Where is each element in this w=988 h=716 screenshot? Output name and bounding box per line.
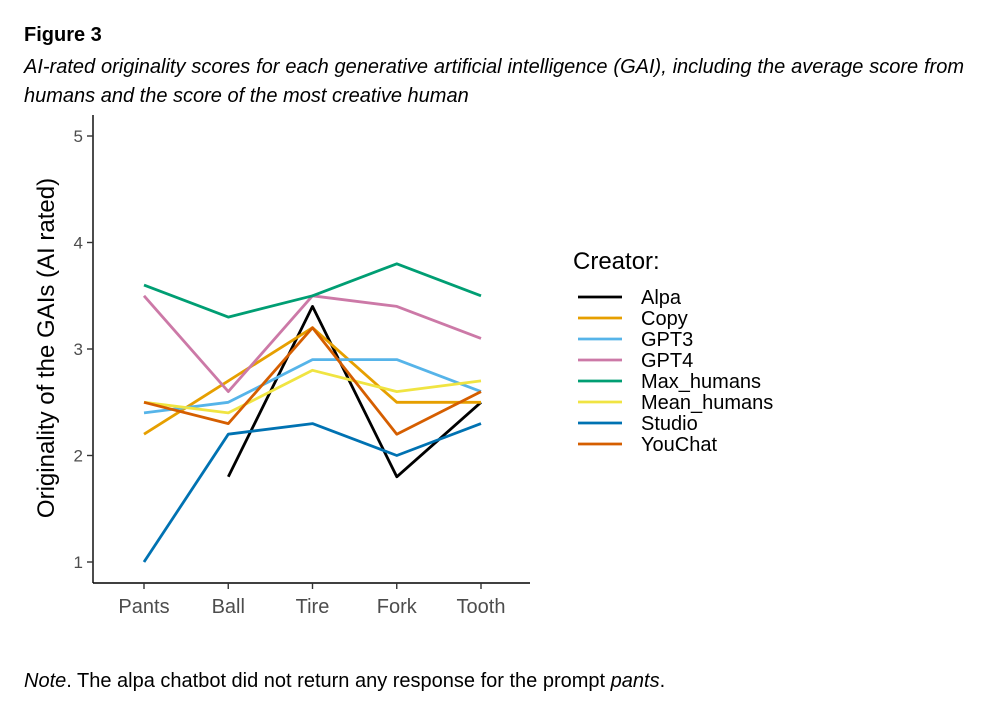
y-tick-label: 4 bbox=[74, 234, 83, 253]
y-tick-label: 2 bbox=[74, 447, 83, 466]
series-line-studio bbox=[142, 422, 482, 563]
series-line-max-humans bbox=[143, 262, 482, 319]
series-line-mean-humans bbox=[143, 368, 482, 415]
legend-label: Copy bbox=[641, 308, 688, 330]
x-tick-label: Ball bbox=[212, 596, 245, 618]
legend-label: Alpa bbox=[641, 287, 682, 309]
line-chart: 1 2 3 4 5 Pants Ball Tire Fork Tooth Originality o… bbox=[33, 115, 773, 618]
figure-label: Figure 3 bbox=[24, 24, 102, 46]
legend-item-mean-humans: Mean_humans bbox=[578, 392, 773, 414]
legend: Creator: AlpaCopyGPT3GPT4Max_humansMean_h… bbox=[573, 248, 773, 456]
legend-item-youchat: YouChat bbox=[578, 434, 717, 456]
legend-label: Studio bbox=[641, 413, 698, 435]
x-tick-label: Fork bbox=[377, 596, 418, 618]
x-tick-label: Pants bbox=[118, 596, 169, 618]
axes: 1 2 3 4 5 Pants Ball Tire Fork Tooth Originality o… bbox=[33, 115, 530, 618]
legend-item-copy: Copy bbox=[578, 308, 688, 330]
y-axis-title: Originality of the GAIs (AI rated) bbox=[33, 178, 60, 518]
x-tick-label: Tooth bbox=[457, 596, 506, 618]
legend-item-max-humans: Max_humans bbox=[578, 371, 761, 393]
legend-label: Max_humans bbox=[641, 371, 761, 393]
note-text: . The alpa chatbot did not return any re… bbox=[66, 670, 611, 692]
y-tick-label: 3 bbox=[74, 340, 83, 359]
legend-item-alpa: Alpa bbox=[578, 287, 682, 309]
legend-label: Mean_humans bbox=[641, 392, 773, 414]
legend-item-gpt4: GPT4 bbox=[578, 350, 693, 372]
legend-item-studio: Studio bbox=[578, 413, 698, 435]
figure-note: Note. The alpa chatbot did not return an… bbox=[24, 670, 665, 693]
y-tick-label: 5 bbox=[74, 127, 83, 146]
y-tick-label: 1 bbox=[74, 553, 83, 572]
figure-caption: AI-rated originality scores for each gen… bbox=[24, 56, 964, 107]
legend-label: GPT3 bbox=[641, 329, 693, 351]
series-line-youchat bbox=[143, 326, 482, 436]
legend-title: Creator: bbox=[573, 248, 660, 275]
note-suffix: . bbox=[659, 670, 666, 692]
series-line-gpt4 bbox=[142, 294, 482, 393]
series-line-gpt3 bbox=[143, 358, 482, 415]
legend-label: YouChat bbox=[641, 434, 717, 456]
series-line-alpa bbox=[227, 305, 482, 479]
note-prefix: Note bbox=[24, 670, 67, 692]
note-emphasis: pants bbox=[610, 670, 660, 692]
legend-label: GPT4 bbox=[641, 350, 693, 372]
x-tick-label: Tire bbox=[296, 596, 330, 618]
plot-area bbox=[142, 262, 482, 563]
legend-item-gpt3: GPT3 bbox=[578, 329, 693, 351]
